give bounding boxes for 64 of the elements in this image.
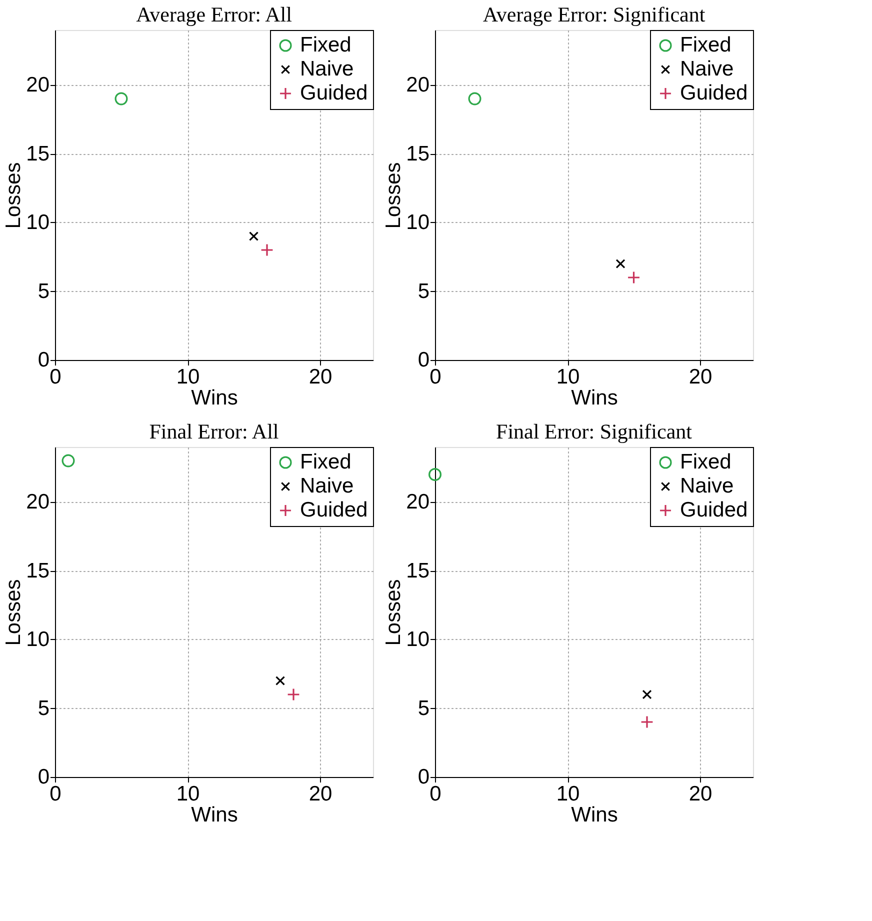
x-axis-title: Wins bbox=[191, 804, 238, 826]
point bbox=[287, 688, 300, 701]
y-tick-label: 20 bbox=[26, 490, 50, 514]
legend-label: Fixed bbox=[680, 450, 732, 474]
y-axis-title: Losses bbox=[2, 579, 26, 646]
y-axis-title: Losses bbox=[382, 579, 406, 646]
y-tick-label: 0 bbox=[38, 766, 50, 788]
point bbox=[248, 231, 259, 242]
legend-label: Fixed bbox=[300, 450, 352, 474]
point bbox=[275, 676, 286, 686]
x-tick-label: 20 bbox=[688, 366, 712, 388]
y-tick-label: 20 bbox=[406, 74, 430, 96]
x-tick-label: 20 bbox=[688, 782, 712, 806]
y-tick-label: 5 bbox=[418, 696, 430, 720]
x-axis-title: Wins bbox=[191, 386, 238, 410]
point bbox=[468, 92, 482, 106]
point bbox=[62, 454, 75, 468]
point bbox=[640, 716, 654, 728]
legend-label: Naive bbox=[680, 58, 734, 80]
x-tick-label: 10 bbox=[176, 366, 200, 388]
x-tick-label: 20 bbox=[308, 366, 332, 388]
y-tick-label: 15 bbox=[26, 142, 50, 166]
legend-label: Guided bbox=[680, 82, 748, 104]
point bbox=[642, 690, 652, 700]
point bbox=[114, 92, 128, 106]
y-tick-label: 10 bbox=[406, 211, 430, 234]
y-tick-label: 5 bbox=[38, 696, 50, 720]
x-tick-label: 20 bbox=[308, 782, 332, 806]
legend-label: Guided bbox=[300, 498, 368, 522]
point bbox=[616, 258, 626, 269]
y-axis-title: Losses bbox=[2, 162, 26, 229]
legend-label: Naive bbox=[680, 474, 734, 498]
x-tick-label: 10 bbox=[556, 782, 580, 806]
y-tick-label: 15 bbox=[406, 559, 430, 582]
y-tick-label: 10 bbox=[26, 628, 50, 651]
legend-label: Naive bbox=[300, 58, 354, 80]
x-tick-label: 10 bbox=[176, 782, 200, 806]
legend-label: Guided bbox=[300, 82, 368, 104]
legend-label: Fixed bbox=[680, 34, 732, 56]
y-tick-label: 5 bbox=[418, 280, 430, 303]
y-tick-label: 10 bbox=[26, 211, 50, 234]
y-tick-label: 15 bbox=[406, 142, 430, 166]
x-axis-title: Wins bbox=[571, 386, 618, 410]
y-axis-title: Losses bbox=[382, 162, 406, 229]
y-tick-label: 0 bbox=[38, 348, 50, 372]
y-tick-label: 20 bbox=[406, 490, 430, 514]
y-tick-label: 10 bbox=[406, 628, 430, 651]
y-tick-label: 0 bbox=[418, 348, 430, 372]
legend-label: Fixed bbox=[300, 34, 352, 56]
y-tick-label: 15 bbox=[26, 559, 50, 582]
point bbox=[428, 468, 442, 481]
x-axis-title: Wins bbox=[571, 804, 618, 826]
y-tick-label: 20 bbox=[26, 74, 50, 96]
y-tick-label: 0 bbox=[418, 766, 430, 788]
chart-title: Final Error: All bbox=[149, 420, 279, 444]
point bbox=[260, 244, 274, 256]
chart-title: Final Error: Significant bbox=[496, 420, 692, 444]
legend-label: Naive bbox=[300, 474, 354, 498]
chart-title: Average Error: All bbox=[136, 2, 292, 26]
y-tick-label: 5 bbox=[38, 280, 50, 303]
legend-label: Guided bbox=[680, 498, 748, 522]
x-tick-label: 10 bbox=[556, 366, 580, 388]
point bbox=[627, 271, 640, 284]
chart-title: Average Error: Significant bbox=[482, 2, 706, 26]
